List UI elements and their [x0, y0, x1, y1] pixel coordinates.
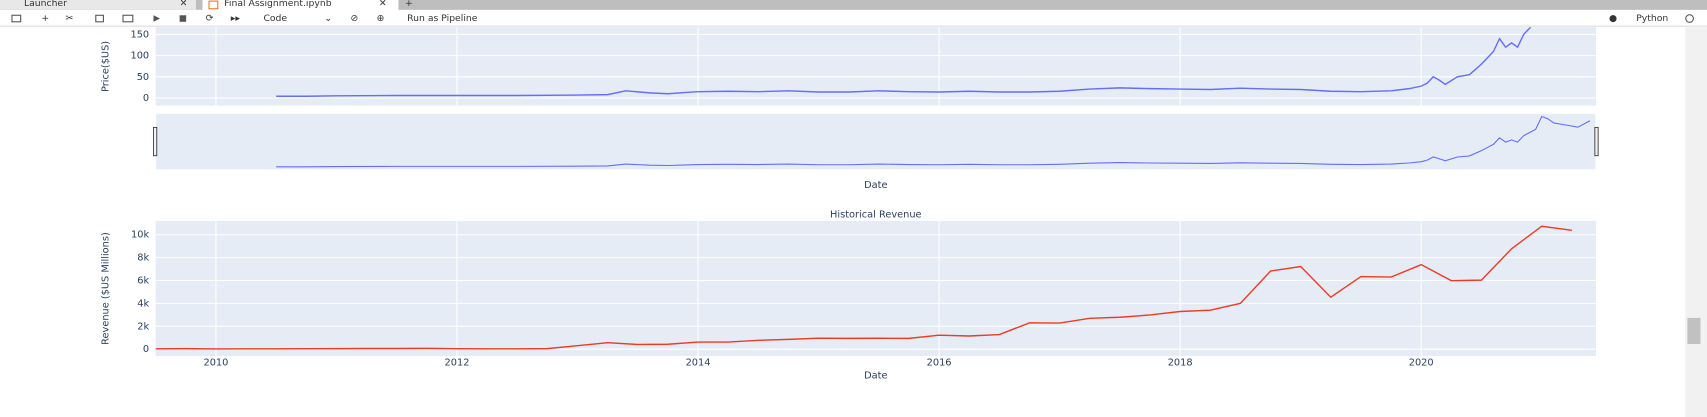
plots: 0 50 100 150 Date Price($US) 0 2k 4k 6k 8k 10k 2010 2… [101, 27, 1599, 382]
plot-area [155, 221, 1596, 357]
toolbar [0, 10, 1707, 27]
tab[interactable] [0, 0, 196, 10]
cell-type[interactable]: Code [263, 13, 287, 24]
tab-label: Final Assignment.ipynb [224, 0, 331, 9]
svg-text:▸▸: ▸▸ [231, 13, 241, 24]
range-slider [155, 112, 1597, 171]
svg-text:●: ● [1609, 13, 1617, 24]
y-tick-label: 0 [143, 93, 149, 104]
data-line [155, 225, 1572, 350]
y-tick-label: 100 [130, 51, 149, 62]
x-tick-label: 2016 [927, 358, 952, 369]
slider-handle[interactable] [153, 126, 158, 157]
svg-text:⊕: ⊕ [377, 13, 385, 24]
svg-text:✂: ✂ [65, 13, 73, 24]
tab-label: Launcher [24, 0, 67, 9]
close-icon[interactable]: ✕ [180, 0, 188, 9]
y-tick-label: 50 [137, 72, 149, 83]
scrollbar-thumb[interactable] [1687, 317, 1701, 345]
slider-line [276, 115, 1591, 168]
slider-handle[interactable] [1594, 126, 1599, 157]
pipeline-button[interactable]: Run as Pipeline [407, 13, 478, 24]
y-axis-title: Revenue ($US Millions) [101, 232, 112, 345]
x-tick-label: 2020 [1409, 358, 1434, 369]
x-tick-label: 2010 [203, 358, 228, 369]
y-axis-title: Price($US) [101, 41, 112, 92]
tab-bar [0, 0, 1707, 10]
close-icon[interactable]: ✕ [379, 0, 387, 9]
y-tick-label: 150 [130, 29, 149, 40]
scrollbar[interactable] [1685, 27, 1707, 417]
x-tick-label: 2014 [686, 358, 711, 369]
x-axis-title: Date [864, 371, 887, 382]
data-line [276, 27, 1532, 97]
toolbar-icons[interactable]: + ✂ ⟳ ▸▸ ⌄ ⊘ ⊕ ● [11, 13, 1694, 24]
chart-title: Historical Revenue [830, 209, 922, 220]
y-tick-label: 8k [137, 253, 149, 264]
kernel-name: Python [1636, 13, 1668, 24]
y-tick-label: 6k [137, 276, 149, 287]
x-tick-label: 2018 [1168, 358, 1193, 369]
svg-text:+: + [41, 13, 49, 24]
svg-text:⟳: ⟳ [206, 13, 214, 24]
notebook-icon [208, 0, 219, 10]
tab-active[interactable] [202, 0, 399, 11]
new-tab[interactable]: + [405, 0, 413, 9]
svg-text:⊘: ⊘ [351, 13, 359, 24]
y-tick-label: 2k [137, 321, 149, 332]
plot-area [155, 27, 1596, 106]
y-tick-label: 10k [131, 230, 149, 241]
x-tick-label: 2012 [445, 358, 470, 369]
svg-text:⌄: ⌄ [324, 13, 332, 24]
x-axis-title: Date [864, 180, 887, 191]
y-tick-label: 0 [143, 344, 149, 355]
y-tick-label: 4k [137, 298, 149, 309]
